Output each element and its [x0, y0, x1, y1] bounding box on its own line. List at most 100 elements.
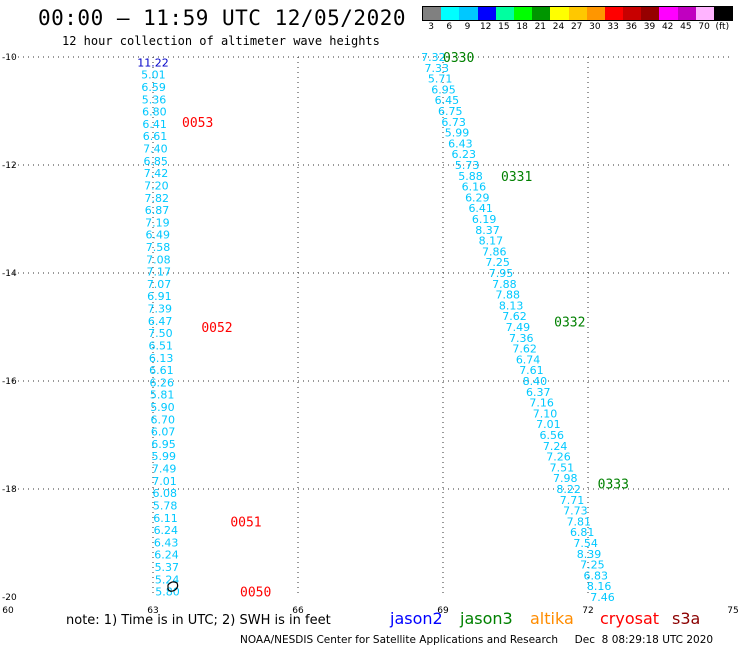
wave-height-value: 7.62: [512, 343, 537, 356]
pass-time-label: 0052: [201, 321, 232, 336]
wave-height-value: 7.08: [146, 253, 171, 266]
y-tick-label: -18: [2, 485, 17, 495]
x-tick-label: 75: [727, 606, 738, 616]
wave-height-value: 6.87: [145, 204, 170, 217]
color-swatch: [513, 7, 533, 20]
x-tick-label: 60: [2, 606, 14, 616]
wave-height-value: 7.26: [546, 451, 571, 464]
wave-height-value: 6.74: [516, 353, 541, 366]
wave-height-value: 6.24: [154, 524, 179, 537]
color-scale-label: 33: [607, 22, 619, 32]
page-title: 00:00 – 11:59 UTC 12/05/2020: [38, 6, 407, 30]
legend-item-jason2: jason2: [390, 609, 443, 628]
y-tick-label: -10: [2, 53, 17, 63]
pass-time-label: 0332: [554, 316, 585, 331]
color-swatch: [459, 7, 478, 20]
wave-height-value: 6.61: [149, 364, 174, 377]
color-swatch: [695, 7, 714, 20]
wave-height-value: 6.45: [435, 94, 460, 107]
wave-height-value: 6.61: [143, 130, 168, 143]
wave-height-value: 6.16: [462, 181, 487, 194]
wave-height-value: 7.20: [144, 179, 169, 192]
wave-height-value: 7.98: [553, 472, 578, 485]
wave-height-value: 6.37: [526, 386, 551, 399]
x-tick-label: 66: [292, 606, 304, 616]
wave-height-value: 5.81: [150, 389, 175, 402]
pass-time-label: 0050: [240, 586, 271, 601]
wave-height-value: 7.46: [590, 591, 615, 604]
legend-item-cryosat: cryosat: [600, 609, 660, 628]
wave-height-value: 5.88: [458, 170, 483, 183]
legend-item-altika: altika: [530, 609, 574, 628]
wave-height-value: 7.25: [485, 256, 510, 269]
wave-height-value: 7.42: [144, 167, 169, 180]
wave-height-value: 7.16: [529, 397, 554, 410]
y-tick-label: -16: [2, 377, 17, 387]
wave-height-value: 6.41: [468, 202, 493, 215]
color-swatch: [677, 7, 696, 20]
wave-height-value: 8.37: [475, 224, 500, 237]
wave-height-value: 5.80: [155, 586, 180, 599]
wave-height-value: 7.54: [573, 537, 598, 550]
wave-height-value: 6.24: [154, 549, 179, 562]
pass-time-label: 0053: [182, 116, 213, 131]
color-swatch: [423, 7, 442, 20]
y-tick-label: -12: [2, 161, 17, 171]
legend-item-jason3: jason3: [460, 609, 513, 628]
wave-height-value: 7.51: [550, 461, 575, 474]
wave-height-value: 7.88: [492, 278, 517, 291]
wave-height-value: 6.73: [441, 116, 466, 129]
wave-height-value: 7.61: [519, 364, 544, 377]
color-scale-label: 70: [698, 22, 710, 32]
wave-height-value: 7.95: [489, 267, 514, 280]
wave-height-value: 7.36: [509, 332, 534, 345]
wave-height-value: 7.49: [506, 321, 531, 334]
wave-height-value: 7.71: [560, 494, 585, 507]
wave-height-value: 6.95: [151, 438, 176, 451]
wave-height-value: 7.82: [144, 192, 169, 205]
color-scale-label: 6: [446, 22, 453, 32]
wave-height-value: 5.36: [142, 93, 167, 106]
y-tick-label: -20: [2, 593, 17, 603]
color-scale-labels: 3 6 9 12 15 18 21 24 27 30 33 36 39 42 45 70 (ft): [422, 21, 732, 33]
color-scale-swatches: [422, 6, 734, 21]
wave-height-value: 6.75: [438, 105, 463, 118]
wave-height-value: 6.19: [472, 213, 497, 226]
wave-height-value: 7.10: [533, 407, 558, 420]
wave-height-value: 5.99: [152, 450, 177, 463]
wave-height-value: 6.80: [142, 106, 167, 119]
wave-height-value: 6.70: [151, 413, 176, 426]
wave-height-value: 5.90: [150, 401, 175, 414]
legend-item-s3a: s3a: [672, 609, 701, 628]
wave-height-value: 7.33: [424, 62, 449, 75]
color-swatch: [586, 7, 605, 20]
wave-height-value: 5.71: [428, 73, 453, 86]
pass-time-label: 0051: [230, 515, 261, 530]
color-scale-label: 27: [570, 22, 583, 32]
wave-height-value: 5.78: [153, 499, 178, 512]
wave-height-value: 7.01: [152, 475, 177, 488]
wave-height-value: 8.22: [556, 483, 581, 496]
wave-height-value: 6.23: [452, 148, 477, 161]
color-scale-label: 42: [661, 22, 674, 32]
wave-height-value: 6.13: [149, 352, 174, 365]
color-scale-label: 45: [680, 22, 692, 32]
pass-time-label: 0331: [501, 170, 532, 185]
wave-height-value: 6.83: [583, 569, 608, 582]
color-scale: 3 6 9 12 15 18 21 24 27 30 33 36 39 42 45 70 (ft): [422, 6, 734, 33]
credit-line: NOAA/NESDIS Center for Satellite Applica…: [240, 634, 714, 646]
color-swatch: [623, 7, 642, 20]
wave-height-value: 7.24: [543, 440, 568, 453]
color-scale-label: 30: [589, 22, 601, 32]
wave-height-value: 7.07: [147, 278, 172, 291]
wave-height-value: 7.17: [146, 266, 171, 279]
wave-height-value: 6.51: [149, 339, 174, 352]
wave-height-value: 6.41: [142, 118, 167, 131]
wave-height-value: 5.37: [155, 561, 180, 574]
wave-height-value: 5.99: [445, 127, 470, 140]
wave-height-value: 8.13: [499, 299, 524, 312]
color-scale-label: 24: [552, 22, 565, 32]
page-subtitle: 12 hour collection of altimeter wave hei…: [62, 34, 380, 48]
wave-height-value: 7.62: [502, 310, 527, 323]
wave-height-value: 7.50: [148, 327, 173, 340]
